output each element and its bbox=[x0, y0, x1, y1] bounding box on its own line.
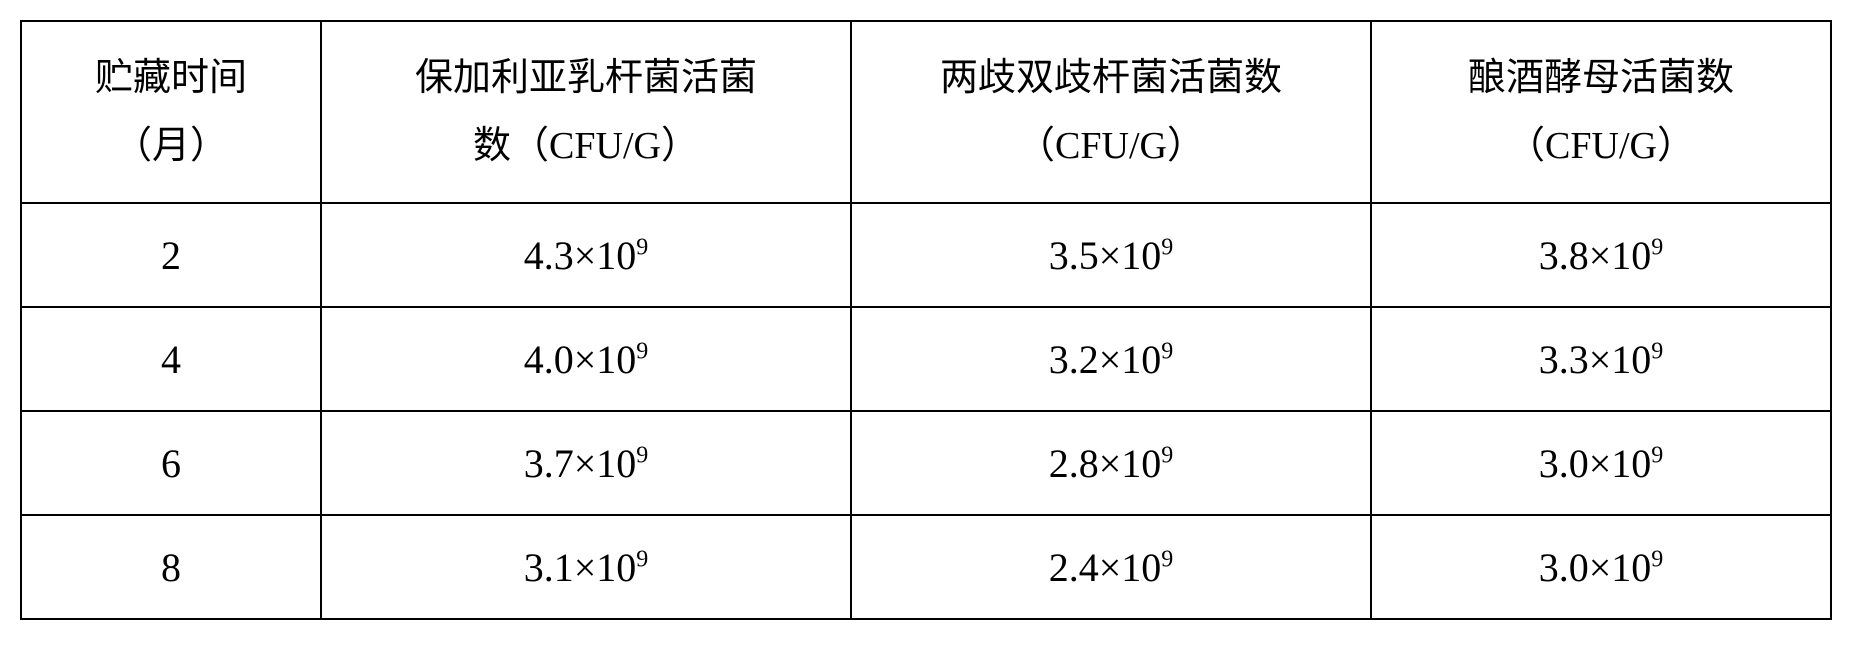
exp: 9 bbox=[636, 442, 648, 468]
exp: 9 bbox=[1161, 338, 1173, 364]
header-text: 贮藏时间 bbox=[95, 57, 247, 99]
cell-value: 3.1×109 bbox=[321, 515, 851, 619]
header-text: 保加利亚乳杆菌活菌 bbox=[415, 57, 757, 99]
exp: 9 bbox=[636, 234, 648, 260]
exp: 9 bbox=[1651, 546, 1663, 572]
header-bulgaricus: 保加利亚乳杆菌活菌 数（CFU/G） bbox=[321, 21, 851, 203]
value-base: 3.3 bbox=[1539, 337, 1589, 382]
cell-value: 3.2×109 bbox=[851, 307, 1371, 411]
table-row: 2 4.3×109 3.5×109 3.8×109 bbox=[21, 203, 1831, 307]
exp: 9 bbox=[1651, 442, 1663, 468]
exp: 9 bbox=[636, 546, 648, 572]
times: ×10 bbox=[1589, 545, 1652, 590]
cell-value: 3.0×109 bbox=[1371, 515, 1831, 619]
header-yeast: 酿酒酵母活菌数 （CFU/G） bbox=[1371, 21, 1831, 203]
cell-month: 2 bbox=[21, 203, 321, 307]
value-base: 3.1 bbox=[524, 545, 574, 590]
times: ×10 bbox=[574, 441, 637, 486]
header-unit: （CFU/G） bbox=[1507, 125, 1695, 167]
times: ×10 bbox=[574, 337, 637, 382]
cell-value: 3.7×109 bbox=[321, 411, 851, 515]
times: ×10 bbox=[1589, 233, 1652, 278]
value-base: 3.7 bbox=[524, 441, 574, 486]
exp: 9 bbox=[1651, 234, 1663, 260]
cell-value: 3.8×109 bbox=[1371, 203, 1831, 307]
header-unit: （月） bbox=[114, 125, 228, 167]
header-bifidum: 两歧双歧杆菌活菌数 （CFU/G） bbox=[851, 21, 1371, 203]
header-time: 贮藏时间 （月） bbox=[21, 21, 321, 203]
cell-month: 8 bbox=[21, 515, 321, 619]
value-base: 4.3 bbox=[524, 233, 574, 278]
cell-value: 3.3×109 bbox=[1371, 307, 1831, 411]
header-unit: 数（CFU/G） bbox=[473, 125, 699, 167]
data-table: 贮藏时间 （月） 保加利亚乳杆菌活菌 数（CFU/G） 两歧双歧杆菌活菌数 （C… bbox=[20, 20, 1832, 620]
exp: 9 bbox=[1161, 234, 1173, 260]
value-base: 3.5 bbox=[1049, 233, 1099, 278]
times: ×10 bbox=[574, 545, 637, 590]
header-unit: （CFU/G） bbox=[1017, 125, 1205, 167]
times: ×10 bbox=[1589, 441, 1652, 486]
value-base: 2.8 bbox=[1049, 441, 1099, 486]
times: ×10 bbox=[1099, 337, 1162, 382]
exp: 9 bbox=[1651, 338, 1663, 364]
times: ×10 bbox=[1099, 233, 1162, 278]
cell-value: 3.0×109 bbox=[1371, 411, 1831, 515]
exp: 9 bbox=[1161, 442, 1173, 468]
header-row: 贮藏时间 （月） 保加利亚乳杆菌活菌 数（CFU/G） 两歧双歧杆菌活菌数 （C… bbox=[21, 21, 1831, 203]
table-row: 8 3.1×109 2.4×109 3.0×109 bbox=[21, 515, 1831, 619]
times: ×10 bbox=[1589, 337, 1652, 382]
cell-value: 4.0×109 bbox=[321, 307, 851, 411]
header-text: 酿酒酵母活菌数 bbox=[1468, 57, 1734, 99]
exp: 9 bbox=[636, 338, 648, 364]
table-row: 4 4.0×109 3.2×109 3.3×109 bbox=[21, 307, 1831, 411]
value-base: 3.0 bbox=[1539, 441, 1589, 486]
cell-month: 6 bbox=[21, 411, 321, 515]
cell-value: 4.3×109 bbox=[321, 203, 851, 307]
times: ×10 bbox=[1099, 441, 1162, 486]
table-body: 2 4.3×109 3.5×109 3.8×109 4 4.0×109 3.2×… bbox=[21, 203, 1831, 619]
value-base: 3.0 bbox=[1539, 545, 1589, 590]
cell-value: 2.4×109 bbox=[851, 515, 1371, 619]
cell-value: 3.5×109 bbox=[851, 203, 1371, 307]
times: ×10 bbox=[1099, 545, 1162, 590]
header-text: 两歧双歧杆菌活菌数 bbox=[940, 57, 1282, 99]
cell-month: 4 bbox=[21, 307, 321, 411]
times: ×10 bbox=[574, 233, 637, 278]
value-base: 3.8 bbox=[1539, 233, 1589, 278]
exp: 9 bbox=[1161, 546, 1173, 572]
cell-value: 2.8×109 bbox=[851, 411, 1371, 515]
table-row: 6 3.7×109 2.8×109 3.0×109 bbox=[21, 411, 1831, 515]
value-base: 4.0 bbox=[524, 337, 574, 382]
value-base: 3.2 bbox=[1049, 337, 1099, 382]
value-base: 2.4 bbox=[1049, 545, 1099, 590]
